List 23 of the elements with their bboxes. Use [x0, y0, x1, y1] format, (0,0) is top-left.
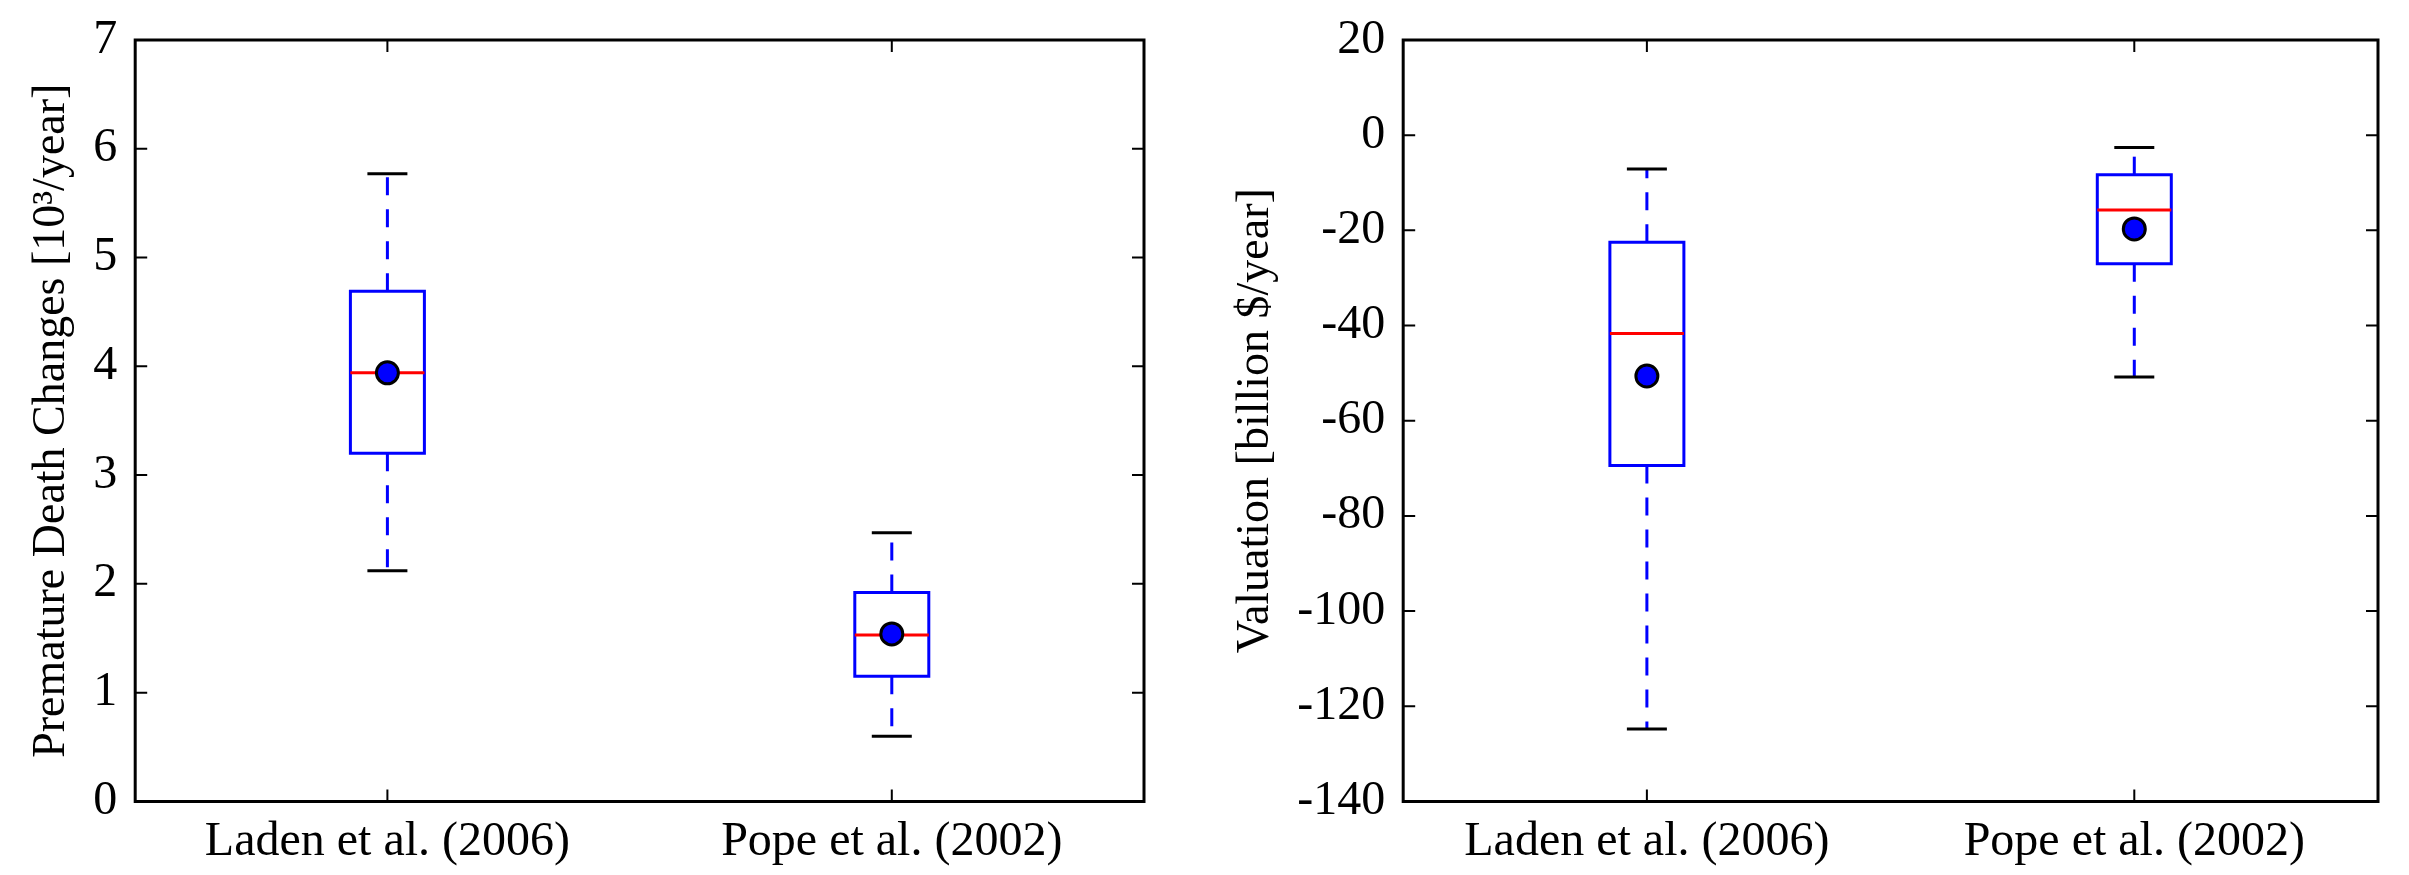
y-tick-label: 4	[93, 335, 118, 389]
y-tick-label: 6	[93, 118, 118, 172]
y-tick-label: -20	[1321, 199, 1386, 253]
y-axis-title: Premature Death Changes [10³/year]	[22, 83, 74, 758]
y-tick-label: 5	[93, 227, 118, 281]
y-tick-label: 20	[1337, 9, 1386, 63]
x-tick-label: Pope et al. (2002)	[721, 811, 1063, 866]
y-tick-label: -120	[1297, 675, 1386, 729]
y-tick-label: 0	[93, 771, 118, 825]
y-tick-label: -100	[1297, 580, 1386, 634]
y-tick-label: -140	[1297, 771, 1386, 825]
y-tick-label: 7	[93, 9, 118, 63]
x-tick-label: Laden et al. (2006)	[1464, 811, 1830, 866]
y-tick-label: -40	[1321, 295, 1386, 349]
x-tick-label: Laden et al. (2006)	[204, 811, 570, 866]
x-tick-label: Pope et al. (2002)	[1963, 811, 2305, 866]
y-axis-title: Valuation [billion $/year]	[1226, 188, 1278, 654]
y-tick-label: 0	[1361, 104, 1386, 158]
y-tick-label: -60	[1321, 390, 1386, 444]
y-tick-label: 1	[93, 662, 118, 716]
y-tick-label: 3	[93, 444, 118, 498]
y-tick-label: 2	[93, 553, 118, 607]
y-tick-label: -80	[1321, 485, 1386, 539]
